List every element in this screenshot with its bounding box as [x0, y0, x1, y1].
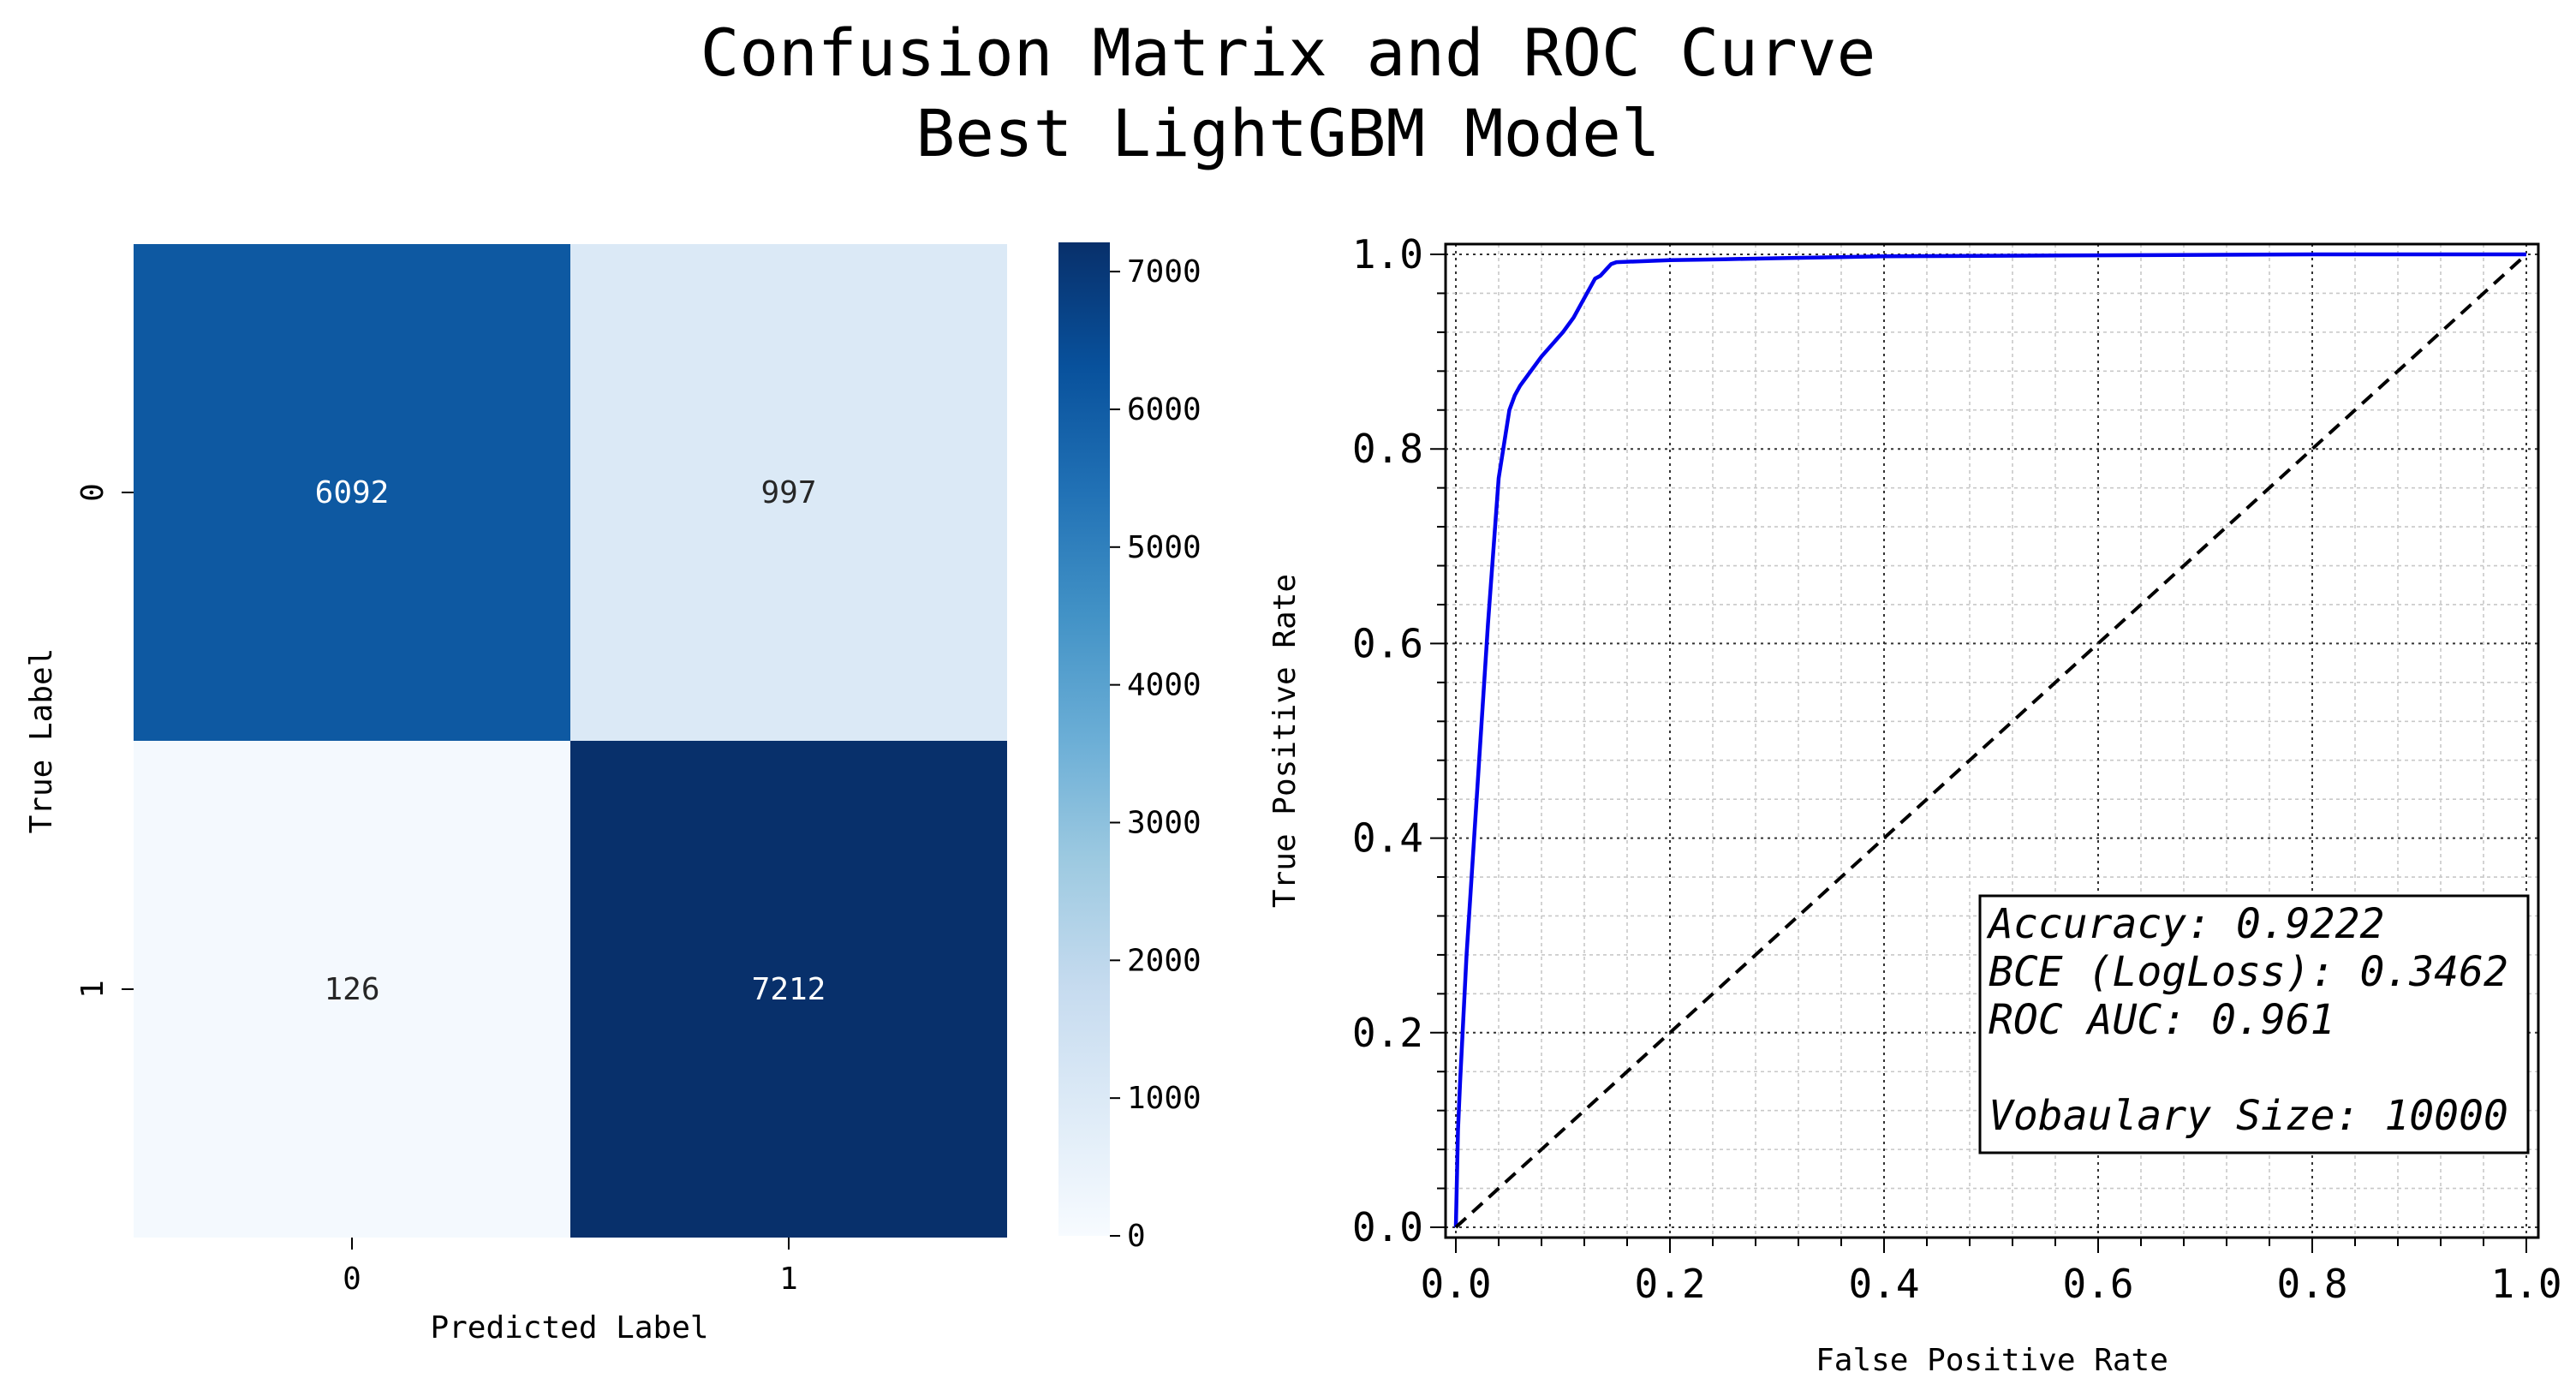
- roc-y-tick-label: 0.8: [1352, 426, 1423, 472]
- stats-box-frame: [1978, 894, 2530, 1154]
- heatmap-x-tick-label: 0: [343, 1262, 361, 1297]
- roc-curve-line: [1453, 252, 2526, 1228]
- stats-line-roc-auc: ROC AUC: 0.961: [1989, 996, 2335, 1044]
- heatmap-y-tick-label: 0: [75, 483, 110, 502]
- heatmap-cell: [134, 741, 570, 1238]
- heatmap-cell-value: 126: [324, 972, 379, 1007]
- roc-plot-frame: [1444, 242, 2540, 1239]
- colorbar-tick-label: 3000: [1127, 805, 1202, 840]
- roc-y-axis-label: True Positive Rate: [1267, 574, 1303, 908]
- heatmap-cell: [134, 244, 570, 741]
- roc-grid: [1446, 244, 2538, 1238]
- roc-curve-plot: 0.0 0.2 0.4 0.6 0.8 1.0 0.0 0.2 0.4 0.6 0.8 1.0 Fal…: [1267, 231, 2562, 1378]
- roc-y-tick-label: 0.0: [1352, 1204, 1423, 1250]
- roc-y-tick-label: 0.4: [1352, 815, 1423, 862]
- figure-title-line2: Best LightGBM Model: [915, 95, 1660, 171]
- heatmap-cell: [570, 244, 1007, 741]
- roc-x-tick-label: 0.2: [1634, 1261, 1705, 1307]
- heatmap-cell-value: 6092: [315, 475, 390, 510]
- figure-title-line1: Confusion Matrix and ROC Curve: [701, 15, 1876, 91]
- stats-line-bce: BCE (LogLoss): 0.3462: [1989, 948, 2508, 996]
- colorbar-ticks: 0 1000 2000 3000 4000 5000 6000 7000: [1110, 254, 1202, 1254]
- roc-x-tick-label: 0.4: [1848, 1261, 1919, 1307]
- roc-x-tick-label: 0.6: [2062, 1261, 2133, 1307]
- colorbar-tick-label: 5000: [1127, 530, 1202, 565]
- heatmap-cell-value: 997: [760, 475, 816, 510]
- heatmap-x-tick-label: 1: [779, 1262, 798, 1297]
- colorbar-tick-label: 0: [1127, 1219, 1146, 1254]
- heatmap-cell-value: 7212: [752, 972, 826, 1007]
- roc-chance-line: [1454, 253, 2528, 1229]
- roc-x-tick-label: 1.0: [2490, 1261, 2561, 1307]
- roc-x-tick-label: 0.0: [1420, 1261, 1491, 1307]
- roc-stats-box: Accuracy: 0.9222 BCE (LogLoss): 0.3462 R…: [1978, 894, 2530, 1154]
- colorbar-tick-label: 1000: [1127, 1081, 1202, 1116]
- stats-line-vocabulary: Vobaulary Size: 10000: [1989, 1092, 2508, 1140]
- roc-ticks: 0.0 0.2 0.4 0.6 0.8 1.0 0.0 0.2 0.4 0.6 0.8 1.0: [1352, 231, 2562, 1307]
- roc-y-tick-label: 0.6: [1352, 620, 1423, 666]
- roc-y-tick-label: 1.0: [1352, 231, 1423, 277]
- heatmap-y-ticks: 01: [75, 483, 134, 999]
- heatmap-cells: 6092 997 126 7212: [134, 244, 1007, 1238]
- heatmap-x-axis-label: Predicted Label: [430, 1310, 708, 1345]
- roc-y-tick-label: 0.2: [1352, 1010, 1423, 1056]
- colorbar-tick-label: 2000: [1127, 943, 1202, 978]
- roc-series: [1453, 252, 2528, 1229]
- heatmap-y-axis-label: True Label: [24, 648, 59, 834]
- heatmap-cell: [570, 741, 1007, 1238]
- roc-x-axis-label: False Positive Rate: [1816, 1343, 2168, 1378]
- roc-x-tick-label: 0.8: [2276, 1261, 2347, 1307]
- stats-line-accuracy: Accuracy: 0.9222: [1986, 900, 2384, 948]
- colorbar-tick-label: 4000: [1127, 668, 1202, 703]
- colorbar-gradient: [1058, 242, 1110, 1236]
- heatmap-colorbar: 0 1000 2000 3000 4000 5000 6000 7000: [1058, 242, 1202, 1254]
- heatmap-y-tick-label: 1: [75, 980, 110, 999]
- colorbar-tick-label: 7000: [1127, 254, 1202, 289]
- colorbar-tick-label: 6000: [1127, 392, 1202, 427]
